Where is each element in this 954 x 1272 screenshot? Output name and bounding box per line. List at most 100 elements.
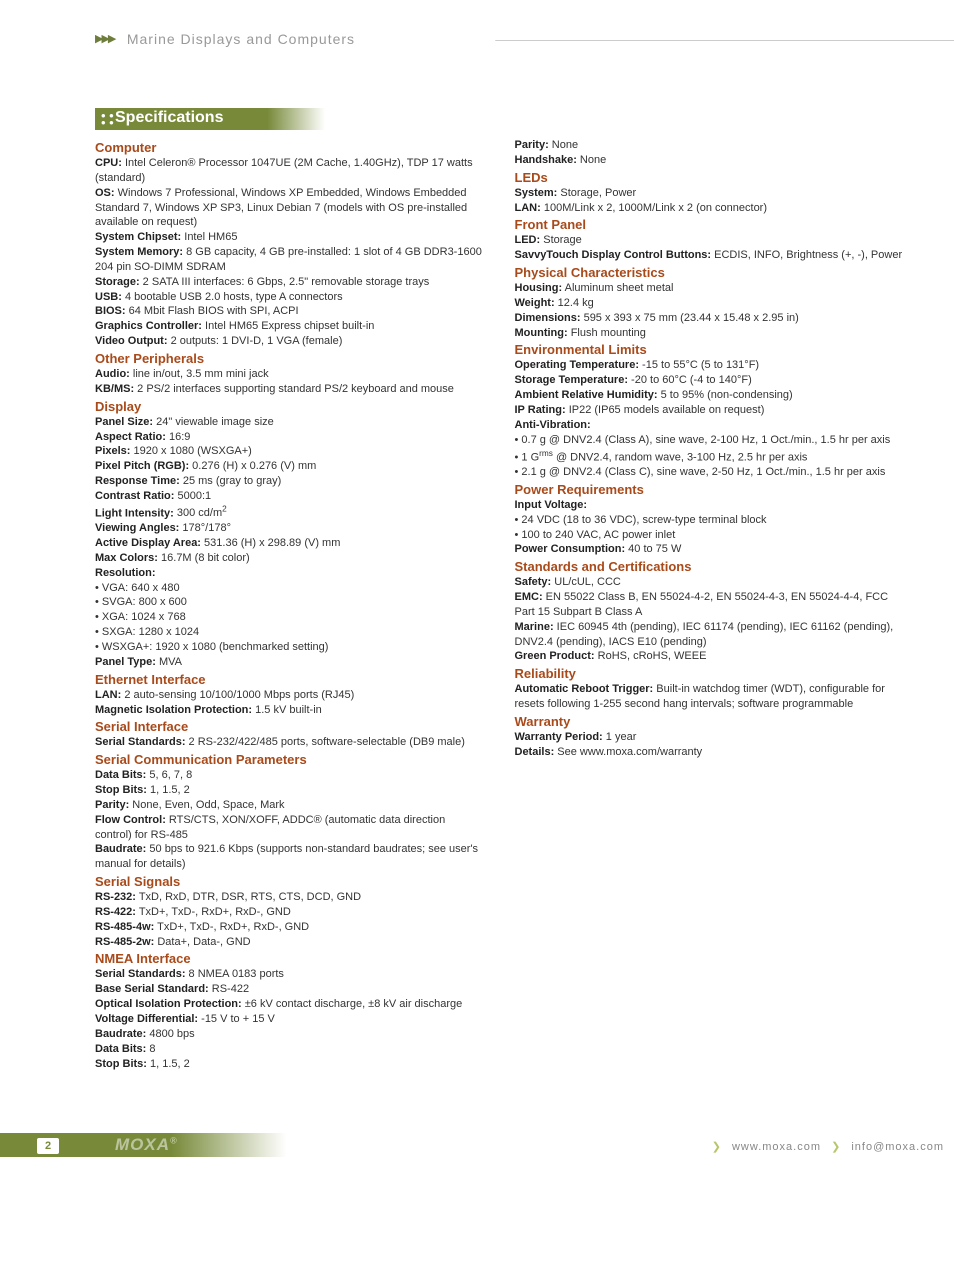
spec-value: EN 55022 Class B, EN 55024-4-2, EN 55024… — [515, 591, 889, 618]
spec-value: 24" viewable image size — [153, 416, 274, 428]
spec-value: 1 year — [603, 731, 637, 743]
spec-line: Storage: 2 SATA III interfaces: 6 Gbps, … — [95, 275, 485, 290]
nav-arrows-icon: ▶▶▶ — [95, 32, 114, 45]
spec-line: LAN: 100M/Link x 2, 1000M/Link x 2 (on c… — [515, 201, 905, 216]
spec-value: 595 x 393 x 75 mm (23.44 x 15.48 x 2.95 … — [581, 312, 799, 324]
spec-label: LAN: — [515, 202, 541, 214]
section-heading: Display — [95, 399, 485, 414]
spec-line: Magnetic Isolation Protection: 1.5 kV bu… — [95, 703, 485, 718]
spec-value: 25 ms (gray to gray) — [180, 475, 281, 487]
spec-label: Panel Type: — [95, 656, 156, 668]
spec-line: Automatic Reboot Trigger: Built-in watch… — [515, 682, 905, 712]
page-header: ▶▶▶ Marine Displays and Computers — [95, 30, 904, 48]
spec-label: Green Product: — [515, 650, 595, 662]
spec-line: Input Voltage: — [515, 498, 905, 513]
spec-line: System: Storage, Power — [515, 186, 905, 201]
spec-label: Serial Standards: — [95, 736, 185, 748]
spec-line: Parity: None — [515, 138, 905, 153]
spec-banner: • •• • Specifications — [95, 108, 904, 130]
spec-line: RS-422: TxD+, TxD-, RxD+, RxD-, GND — [95, 905, 485, 920]
section-heading: Front Panel — [515, 217, 905, 232]
section-heading: Ethernet Interface — [95, 672, 485, 687]
spec-line: Contrast Ratio: 5000:1 — [95, 489, 485, 504]
spec-label: Pixels: — [95, 445, 130, 457]
spec-label: Optical Isolation Protection: — [95, 998, 242, 1010]
spec-label: Aspect Ratio: — [95, 431, 166, 443]
spec-bullet: • 0.7 g @ DNV2.4 (Class A), sine wave, 2… — [515, 433, 905, 448]
spec-line: Warranty Period: 1 year — [515, 730, 905, 745]
spec-line: SavvyTouch Display Control Buttons: ECDI… — [515, 248, 905, 263]
section-heading: Standards and Certifications — [515, 559, 905, 574]
spec-value: 40 to 75 W — [625, 543, 681, 555]
spec-value: Intel Celeron® Processor 1047UE (2M Cach… — [95, 157, 473, 184]
spec-value: IEC 60945 4th (pending), IEC 61174 (pend… — [515, 621, 894, 648]
spec-line: RS-232: TxD, RxD, DTR, DSR, RTS, CTS, DC… — [95, 890, 485, 905]
spec-line: Data Bits: 8 — [95, 1042, 485, 1057]
spec-value: 2 PS/2 interfaces supporting standard PS… — [134, 383, 454, 395]
section-heading: Environmental Limits — [515, 342, 905, 357]
spec-line: Data Bits: 5, 6, 7, 8 — [95, 768, 485, 783]
spec-line: Dimensions: 595 x 393 x 75 mm (23.44 x 1… — [515, 311, 905, 326]
spec-value: None, Even, Odd, Space, Mark — [129, 799, 284, 811]
spec-label: Panel Size: — [95, 416, 153, 428]
spec-value: 8 NMEA 0183 ports — [185, 968, 283, 980]
spec-line: Handshake: None — [515, 153, 905, 168]
spec-value: 5, 6, 7, 8 — [146, 769, 192, 781]
footer-logo: MOXA® — [115, 1135, 178, 1155]
spec-line: Panel Size: 24" viewable image size — [95, 415, 485, 430]
spec-line: Mounting: Flush mounting — [515, 326, 905, 341]
spec-value: 5 to 95% (non-condensing) — [658, 389, 793, 401]
spec-line: Graphics Controller: Intel HM65 Express … — [95, 319, 485, 334]
spec-label: Ambient Relative Humidity: — [515, 389, 658, 401]
spec-label: Mounting: — [515, 327, 568, 339]
spec-line: Aspect Ratio: 16:9 — [95, 430, 485, 445]
spec-line: System Chipset: Intel HM65 — [95, 230, 485, 245]
section-heading: Serial Communication Parameters — [95, 752, 485, 767]
section-heading: Serial Interface — [95, 719, 485, 734]
spec-line: RS-485-4w: TxD+, TxD-, RxD+, RxD-, GND — [95, 920, 485, 935]
spec-line: Operating Temperature: -15 to 55°C (5 to… — [515, 358, 905, 373]
spec-line: Max Colors: 16.7M (8 bit color) — [95, 551, 485, 566]
spec-label: Voltage Differential: — [95, 1013, 198, 1025]
spec-label: Power Consumption: — [515, 543, 626, 555]
spec-line: Flow Control: RTS/CTS, XON/XOFF, ADDC® (… — [95, 813, 485, 843]
spec-line: Parity: None, Even, Odd, Space, Mark — [95, 798, 485, 813]
spec-value: TxD+, TxD-, RxD+, RxD-, GND — [136, 906, 291, 918]
chevron-icon: ❯ — [712, 1141, 722, 1153]
spec-bullet: • VGA: 640 x 480 — [95, 581, 485, 596]
spec-line: Baudrate: 4800 bps — [95, 1027, 485, 1042]
spec-label: KB/MS: — [95, 383, 134, 395]
spec-label: Active Display Area: — [95, 537, 201, 549]
spec-column-right: Parity: NoneHandshake: NoneLEDsSystem: S… — [515, 138, 905, 1071]
spec-label: EMC: — [515, 591, 543, 603]
spec-value: 1920 x 1080 (WSXGA+) — [130, 445, 251, 457]
spec-value: 16.7M (8 bit color) — [158, 552, 250, 564]
spec-line: Voltage Differential: -15 V to + 15 V — [95, 1012, 485, 1027]
spec-label: Storage: — [95, 276, 140, 288]
spec-label: System Chipset: — [95, 231, 181, 243]
page-number: 2 — [37, 1138, 59, 1154]
spec-label: Flow Control: — [95, 814, 166, 826]
spec-line: Anti-Vibration: — [515, 418, 905, 433]
spec-label: USB: — [95, 291, 122, 303]
spec-value: -15 V to + 15 V — [198, 1013, 275, 1025]
section-heading: Serial Signals — [95, 874, 485, 889]
spec-line: Panel Type: MVA — [95, 655, 485, 670]
spec-value: 50 bps to 921.6 Kbps (supports non-stand… — [95, 843, 478, 870]
spec-value: 64 Mbit Flash BIOS with SPI, ACPI — [126, 305, 299, 317]
spec-value: 1.5 kV built-in — [252, 704, 322, 716]
spec-label: Max Colors: — [95, 552, 158, 564]
section-heading: Power Requirements — [515, 482, 905, 497]
chevron-icon: ❯ — [831, 1141, 841, 1153]
section-heading: Reliability — [515, 666, 905, 681]
spec-line: OS: Windows 7 Professional, Windows XP E… — [95, 186, 485, 231]
spec-value: 2 SATA III interfaces: 6 Gbps, 2.5" remo… — [140, 276, 430, 288]
spec-label: SavvyTouch Display Control Buttons: — [515, 249, 712, 261]
spec-label: Data Bits: — [95, 1043, 146, 1055]
spec-label: Weight: — [515, 297, 555, 309]
spec-line: Serial Standards: 2 RS-232/422/485 ports… — [95, 735, 485, 750]
spec-value: 2 auto-sensing 10/100/1000 Mbps ports (R… — [121, 689, 354, 701]
spec-value: TxD, RxD, DTR, DSR, RTS, CTS, DCD, GND — [136, 891, 361, 903]
spec-value: MVA — [156, 656, 182, 668]
spec-line: Housing: Aluminum sheet metal — [515, 281, 905, 296]
